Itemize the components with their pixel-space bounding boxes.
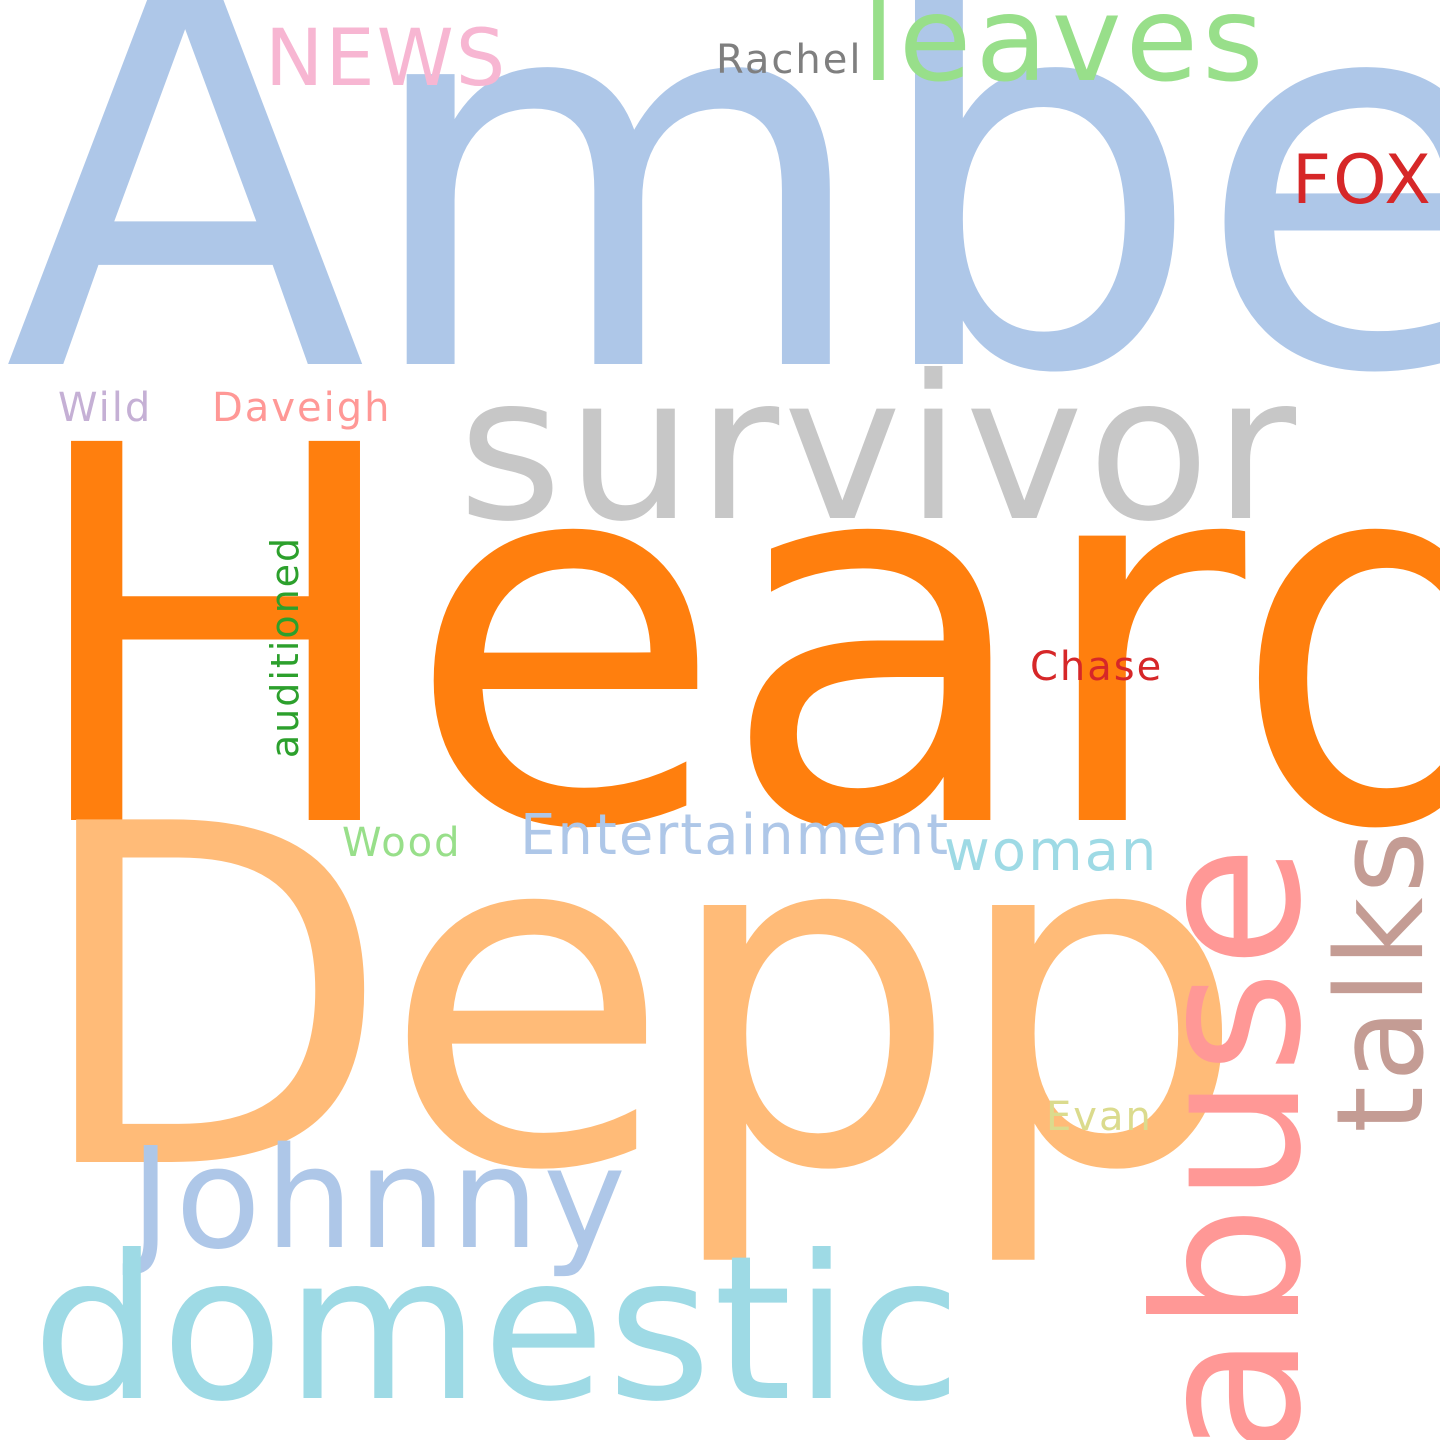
word-evan: Evan (1046, 1094, 1153, 1140)
word-chase: Chase (1030, 644, 1164, 690)
word-domestic: domestic (32, 1213, 964, 1440)
word-wood: Wood (342, 820, 462, 866)
word-leaves: leaves (862, 0, 1268, 108)
word-amber: Amber (4, 0, 1440, 489)
word-abuse: abuse (1113, 843, 1346, 1440)
word-johnny: Johnny (130, 1118, 630, 1281)
word-daveigh: Daveigh (212, 385, 392, 431)
word-depp: Depp (30, 726, 1248, 1273)
word-wild: Wild (58, 385, 153, 431)
word-fox: FOX (1292, 141, 1433, 220)
word-heard: Heard (20, 337, 1440, 943)
word-entertainment: Entertainment (520, 803, 951, 868)
word-woman: woman (944, 819, 1159, 884)
word-survivor: survivor (458, 333, 1301, 566)
word-rachel: Rachel (716, 37, 863, 83)
word-talks: talks (1312, 827, 1440, 1133)
word-news: NEWS (265, 14, 508, 104)
